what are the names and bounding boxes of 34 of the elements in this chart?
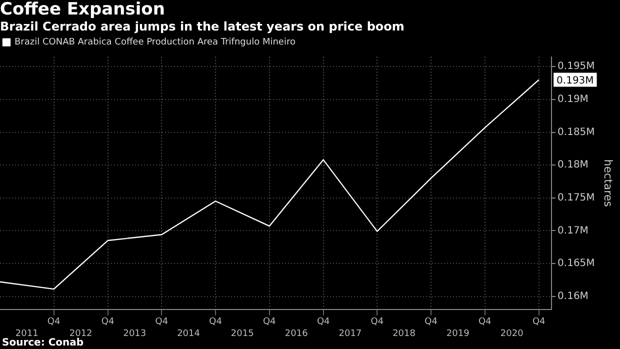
x-tick-label: Q4 [424,317,438,328]
x-tick-label: Q4 [262,317,276,328]
x-tick-label: Q4 [532,317,546,328]
y-tick-label: 0.195M [558,61,595,72]
y-tick-label: 0.185M [558,126,595,138]
y-tick-label: 0.16M [558,290,588,302]
x-tick-label: Q4 [478,317,492,328]
x2-tick-label: 2013 [123,328,146,339]
y-axis-title: hectares [602,159,615,208]
chart-title: Coffee Expansion [0,0,165,20]
x2-tick-label: 2019 [446,328,470,339]
x2-tick-label: 2014 [177,328,200,339]
y-tick-label: 0.17M [558,225,588,236]
x-tick-label: Q4 [316,317,330,328]
x-tick-label: Q4 [370,317,384,328]
y-tick-label: 0.165M [558,258,595,270]
x2-tick-label: 2020 [500,328,524,339]
chart-subtitle: Brazil Cerrado area jumps in the latest years on price boom [0,20,404,34]
x-tick-label: Q4 [47,317,61,328]
data-label: 0.193M [556,75,594,86]
x2-tick-label: 2016 [284,328,308,339]
x-tick-label: Q4 [101,317,115,328]
legend-label: Brazil CONAB Arabica Coffee Production Area Trifngulo Mineiro [14,38,296,48]
x2-tick-label: 2018 [392,328,416,339]
x-tick-label: Q4 [155,317,168,328]
y-tick-label: 0.19M [558,94,588,106]
x2-tick-label: 2017 [338,328,362,339]
y-tick-label: 0.18M [558,160,588,171]
y-tick-label: 0.175M [558,192,595,204]
x-tick-label: Q4 [209,317,222,328]
x2-tick-label: 2011 [15,328,38,339]
x2-tick-label: 2012 [69,328,92,339]
x2-tick-label: 2015 [230,328,254,339]
source-note: Source: Conab [2,338,84,349]
